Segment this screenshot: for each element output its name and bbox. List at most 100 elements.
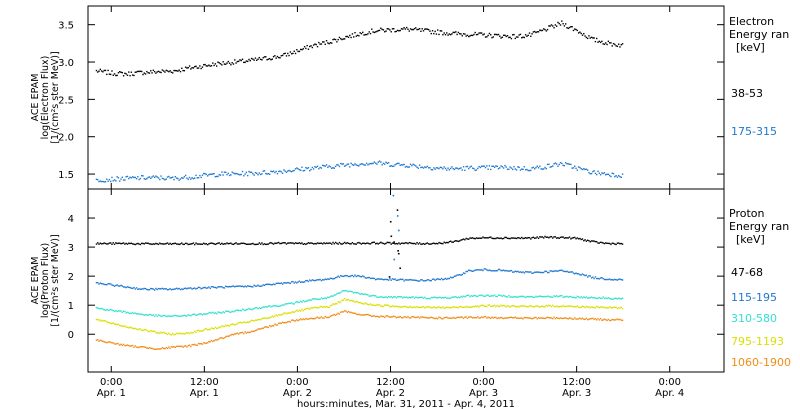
data-point xyxy=(493,294,496,296)
data-point xyxy=(502,237,505,240)
data-point xyxy=(284,312,286,314)
data-point xyxy=(169,315,171,318)
data-point xyxy=(464,239,466,241)
data-point xyxy=(153,315,156,318)
data-point xyxy=(108,341,111,343)
data-point xyxy=(153,176,156,179)
data-point xyxy=(324,278,326,280)
data-point xyxy=(553,27,555,29)
data-point xyxy=(239,332,241,334)
data-point xyxy=(112,322,114,324)
data-point xyxy=(394,316,396,318)
data-point xyxy=(122,343,125,346)
data-point xyxy=(169,70,171,72)
data-point xyxy=(471,295,474,298)
data-point xyxy=(172,315,174,317)
data-point xyxy=(620,242,622,245)
data-point xyxy=(112,342,114,344)
data-point xyxy=(230,286,232,288)
data-point xyxy=(115,323,117,325)
data-point xyxy=(347,310,350,313)
data-point xyxy=(349,275,351,278)
data-point xyxy=(518,166,520,169)
data-point xyxy=(148,313,151,316)
data-point xyxy=(249,331,251,333)
data-point xyxy=(243,242,245,244)
data-point xyxy=(236,243,239,245)
data-point xyxy=(427,279,430,281)
data-point xyxy=(146,242,148,244)
data-point xyxy=(337,292,339,294)
data-point xyxy=(403,316,405,318)
data-point xyxy=(540,236,542,238)
data-point xyxy=(341,290,343,292)
data-point xyxy=(99,308,102,310)
data-point xyxy=(111,309,113,311)
data-point xyxy=(324,306,326,308)
data-point xyxy=(164,332,166,335)
data-point xyxy=(355,292,357,294)
data-point xyxy=(144,73,147,75)
data-point xyxy=(496,304,498,307)
data-point xyxy=(380,315,382,317)
data-point xyxy=(470,237,473,239)
data-point xyxy=(496,165,498,168)
data-point xyxy=(448,317,451,319)
data-point xyxy=(217,175,219,178)
data-point xyxy=(135,313,138,315)
data-point xyxy=(228,311,231,313)
data-point xyxy=(558,237,560,239)
data-point xyxy=(550,166,553,168)
data-point xyxy=(265,306,267,308)
data-point xyxy=(298,301,301,304)
data-point xyxy=(275,324,277,326)
data-point xyxy=(293,320,295,322)
data-point xyxy=(548,304,550,306)
data-point xyxy=(253,320,255,322)
data-point xyxy=(111,243,113,246)
data-point xyxy=(307,48,310,50)
data-point xyxy=(290,53,293,55)
data-point xyxy=(603,297,606,300)
data-point xyxy=(213,172,215,175)
data-point xyxy=(399,29,401,32)
data-point xyxy=(187,67,189,69)
data-point xyxy=(354,312,356,314)
data-point xyxy=(477,33,479,36)
data-point xyxy=(209,173,211,175)
data-point xyxy=(518,295,520,298)
data-point xyxy=(243,175,245,177)
data-point xyxy=(168,288,170,291)
data-point xyxy=(310,168,312,171)
data-point xyxy=(235,323,237,326)
data-point xyxy=(190,178,192,180)
data-point xyxy=(403,26,405,29)
data-point xyxy=(243,61,245,64)
data-point xyxy=(603,43,606,45)
data-point xyxy=(371,162,373,165)
data-point xyxy=(579,273,581,276)
data-point xyxy=(491,316,493,318)
data-point xyxy=(219,63,222,65)
data-point xyxy=(302,300,304,302)
data-point xyxy=(268,317,271,319)
data-point xyxy=(416,166,418,168)
spike-point xyxy=(396,209,399,211)
data-point xyxy=(585,274,588,276)
data-point xyxy=(365,313,368,316)
data-point xyxy=(102,308,104,310)
data-point xyxy=(490,305,492,308)
data-point xyxy=(349,290,351,292)
data-point xyxy=(530,169,532,172)
data-point xyxy=(371,277,373,280)
data-point xyxy=(197,329,200,332)
data-point xyxy=(139,345,142,348)
data-point xyxy=(558,269,560,272)
data-point xyxy=(399,296,401,298)
data-point xyxy=(368,276,370,279)
data-point xyxy=(331,167,333,170)
data-point xyxy=(157,243,160,246)
data-point xyxy=(528,32,531,34)
data-point xyxy=(446,297,448,300)
data-point xyxy=(144,178,147,181)
